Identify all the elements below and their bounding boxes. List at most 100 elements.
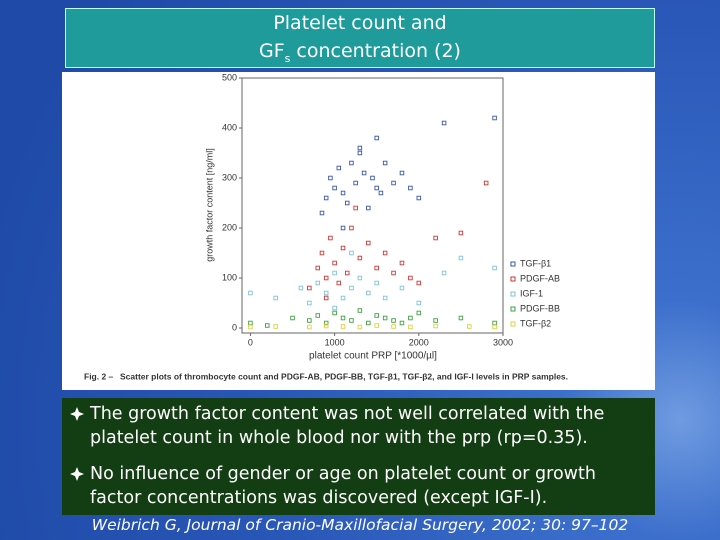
title-line: GFs concentration (2) bbox=[66, 37, 654, 73]
point bbox=[340, 295, 346, 301]
plot-frame bbox=[241, 77, 504, 334]
point bbox=[332, 270, 337, 276]
point bbox=[273, 324, 278, 329]
point bbox=[467, 324, 472, 329]
point bbox=[366, 290, 371, 296]
legend-label: TGF-β1 bbox=[520, 258, 551, 268]
title-sub: s bbox=[284, 51, 291, 65]
point bbox=[340, 245, 346, 251]
point bbox=[492, 115, 497, 121]
point bbox=[248, 290, 253, 296]
point bbox=[391, 318, 396, 323]
legend-label: PDGF-BB bbox=[520, 303, 560, 313]
point bbox=[315, 313, 321, 318]
point bbox=[441, 120, 447, 126]
point bbox=[433, 235, 438, 241]
point bbox=[332, 260, 337, 266]
point bbox=[265, 323, 270, 328]
point bbox=[290, 315, 295, 321]
legend-label: PDGF-AB bbox=[520, 273, 560, 283]
point bbox=[408, 275, 413, 281]
point bbox=[315, 265, 321, 271]
point bbox=[408, 324, 413, 330]
x-tick-label: 0 bbox=[248, 337, 253, 347]
point bbox=[323, 275, 329, 281]
legend-swatch bbox=[510, 261, 516, 267]
point bbox=[353, 205, 358, 211]
point bbox=[353, 180, 358, 186]
y-tick-label: 500 bbox=[222, 72, 237, 82]
point bbox=[382, 295, 388, 301]
bullet-line: factor concentrations was discovered (ex… bbox=[90, 488, 548, 508]
point bbox=[273, 295, 278, 301]
title-text: concentration (2) bbox=[290, 40, 461, 62]
point bbox=[492, 324, 497, 330]
point bbox=[433, 323, 438, 329]
caption: Scatter plots of thrombocyte count and P… bbox=[120, 371, 568, 381]
title-text: GF bbox=[259, 40, 285, 62]
point bbox=[374, 280, 379, 286]
citation: Weibrich G, Journal of Cranio-Maxillofac… bbox=[91, 516, 629, 534]
title-line: Platelet count and bbox=[273, 12, 447, 34]
point bbox=[336, 165, 342, 171]
point bbox=[248, 320, 253, 326]
bullet-line: No influence of gender or age on platele… bbox=[90, 464, 596, 484]
point bbox=[319, 210, 325, 216]
figure: growth factor content [ng/ml] platelet c… bbox=[62, 72, 655, 390]
point bbox=[332, 305, 337, 311]
point bbox=[399, 285, 405, 291]
y-tick-label: 0 bbox=[232, 322, 237, 332]
point bbox=[332, 310, 337, 316]
title-box: Platelet count and GFs concentration (2) bbox=[65, 8, 655, 68]
bullet-line: platelet count in whole blood nor with t… bbox=[90, 428, 588, 448]
point bbox=[357, 255, 363, 261]
point bbox=[361, 170, 367, 176]
point bbox=[357, 145, 363, 151]
point bbox=[344, 200, 350, 206]
point bbox=[307, 300, 312, 306]
point bbox=[378, 190, 384, 196]
legend-swatch bbox=[510, 276, 516, 282]
point bbox=[340, 190, 346, 196]
point bbox=[349, 318, 354, 323]
bullet: No influence of gender or age on platele… bbox=[68, 462, 649, 510]
point bbox=[323, 290, 329, 296]
y-tick-label: 400 bbox=[222, 122, 237, 132]
x-axis-label: platelet count PRP [*1000/µl] bbox=[309, 351, 437, 362]
point bbox=[357, 275, 363, 281]
point bbox=[441, 270, 447, 276]
point bbox=[349, 250, 354, 256]
point bbox=[399, 320, 405, 326]
legend-swatch bbox=[510, 306, 516, 312]
point bbox=[492, 265, 497, 271]
point bbox=[374, 313, 379, 318]
point bbox=[391, 180, 396, 186]
point bbox=[416, 310, 422, 316]
point bbox=[366, 205, 371, 211]
point bbox=[374, 135, 379, 141]
point bbox=[416, 195, 422, 201]
bullet-icon bbox=[70, 407, 84, 421]
point bbox=[408, 185, 413, 191]
point bbox=[340, 315, 346, 321]
point bbox=[458, 255, 464, 261]
point bbox=[332, 185, 337, 191]
point bbox=[458, 315, 464, 321]
y-axis-label: growth factor content [ng/ml] bbox=[204, 148, 214, 262]
point bbox=[483, 180, 489, 186]
point bbox=[298, 285, 304, 291]
point bbox=[458, 230, 464, 236]
legend-label: IGF-1 bbox=[520, 288, 543, 298]
point bbox=[323, 323, 329, 329]
point bbox=[307, 324, 312, 330]
point bbox=[328, 235, 333, 241]
point bbox=[357, 150, 363, 156]
y-tick-label: 300 bbox=[222, 172, 237, 182]
point bbox=[399, 260, 405, 266]
point bbox=[349, 225, 354, 231]
bullet-icon bbox=[70, 467, 84, 481]
point bbox=[433, 318, 438, 323]
point bbox=[382, 250, 388, 256]
point bbox=[328, 175, 333, 181]
point bbox=[349, 160, 354, 166]
